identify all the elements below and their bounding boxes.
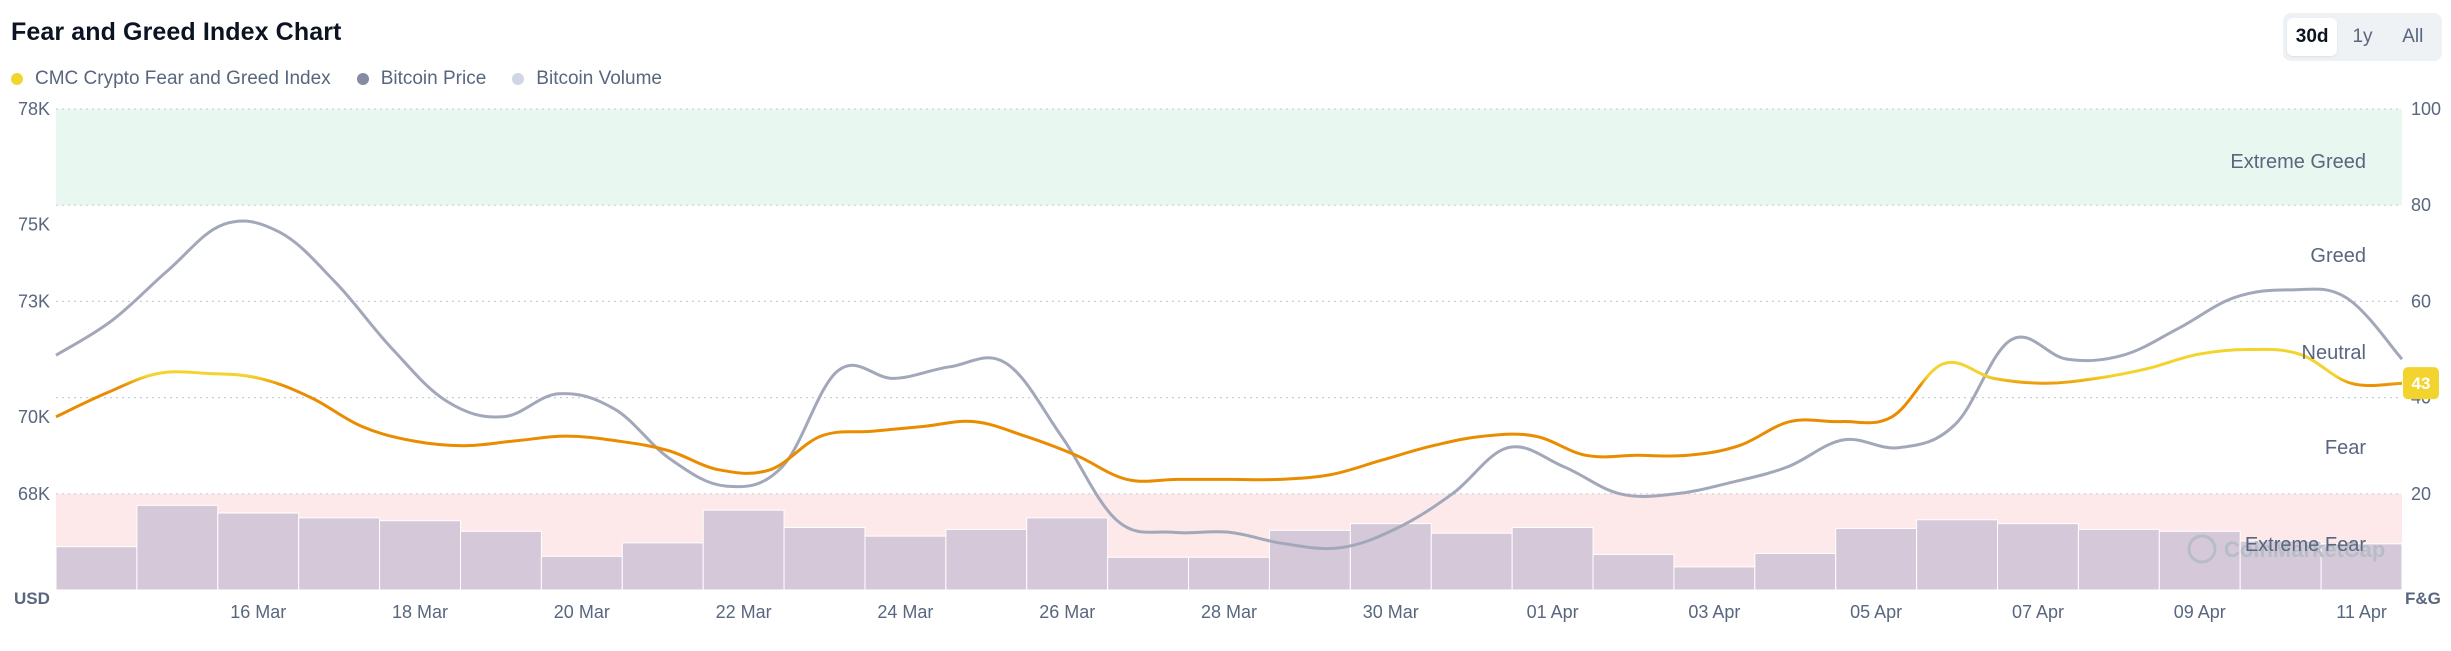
zone-label-extreme-fear: Extreme Fear (2245, 534, 2366, 556)
legend-item-bitcoin-volume[interactable]: Bitcoin Volume (512, 68, 662, 90)
volume-bar (379, 520, 461, 591)
time-range-selector: 30d 1y All (2283, 13, 2442, 61)
legend-dot-bitcoin-price (356, 73, 369, 85)
volume-bar (459, 530, 542, 591)
x-axis-tick: 01 Apr (1527, 602, 1579, 622)
volume-bar (1188, 556, 1270, 591)
current-value-text: 43 (2412, 374, 2431, 393)
volume-bar (783, 526, 866, 591)
volume-bar (864, 535, 947, 591)
fear-greed-line (55, 347, 2403, 483)
volume-bar (1026, 517, 1109, 591)
x-axis-tick: 03 Apr (1688, 602, 1740, 622)
x-axis-tick: 28 Mar (1201, 602, 1257, 622)
watermark-logo-icon (2187, 534, 2217, 564)
x-axis-tick: 07 Apr (2012, 602, 2064, 622)
left-axis-tick: 78K (18, 99, 50, 119)
x-axis-tick: 16 Mar (230, 602, 286, 622)
current-value-badge (2403, 367, 2439, 400)
right-axis-tick: 20 (2411, 484, 2431, 504)
volume-bar (2320, 543, 2403, 591)
volume-bar (1592, 553, 1675, 591)
left-axis-tick: 75K (18, 214, 50, 234)
left-axis-unit: USD (14, 589, 50, 608)
legend-label-bitcoin-price: Bitcoin Price (380, 68, 487, 89)
legend-item-fear-greed[interactable]: CMC Crypto Fear and Greed Index (11, 68, 331, 90)
x-axis-tick: 18 Mar (392, 602, 448, 622)
right-axis-tick: 60 (2411, 291, 2431, 311)
x-axis-tick: 22 Mar (716, 602, 772, 622)
left-axis-tick: 68K (18, 484, 50, 504)
watermark: CoinMarketCap (2187, 534, 2385, 564)
volume-bar (621, 542, 704, 591)
volume-bar (945, 528, 1028, 591)
volume-bar (217, 512, 300, 591)
volume-bar (1268, 529, 1351, 591)
volume-bar (1916, 519, 1999, 591)
volume-bar (1754, 552, 1837, 591)
zone-label-neutral: Neutral (2302, 342, 2366, 364)
x-axis-tick: 26 Mar (1039, 602, 1095, 622)
volume-bar (1835, 527, 1918, 591)
volume-bar (1997, 523, 2079, 591)
left-axis-tick: 73K (18, 291, 50, 311)
legend-item-bitcoin-price[interactable]: Bitcoin Price (356, 68, 487, 90)
volume-bar (1107, 556, 1190, 591)
volume-bar (55, 546, 138, 591)
left-axis-tick: 70K (18, 407, 50, 427)
legend-label-bitcoin-volume: Bitcoin Volume (536, 68, 662, 89)
x-axis-tick: 24 Mar (877, 602, 933, 622)
legend-dot-bitcoin-volume (512, 73, 525, 85)
zone-label-greed: Greed (2310, 245, 2366, 267)
volume-bar (1430, 532, 1513, 591)
right-axis-tick: 80 (2411, 195, 2431, 215)
volume-bar (1511, 526, 1594, 591)
volume-bar (702, 509, 785, 591)
tab-1y[interactable]: 1y (2352, 26, 2373, 47)
tab-all[interactable]: All (2402, 26, 2424, 47)
zone-label-extreme-greed: Extreme Greed (2230, 151, 2366, 173)
volume-bar (298, 517, 381, 591)
volume-bar (1673, 566, 1756, 591)
chart-legend: CMC Crypto Fear and Greed Index Bitcoin … (11, 68, 688, 90)
legend-label-fear-greed: CMC Crypto Fear and Greed Index (35, 68, 331, 89)
zone-band-extreme-greed (56, 109, 2402, 206)
volume-bar (2077, 528, 2160, 591)
legend-dot-fear-greed (11, 73, 23, 85)
zone-label-fear: Fear (2325, 437, 2366, 459)
x-axis-tick: 09 Apr (2174, 602, 2226, 622)
volume-bar (1349, 523, 1432, 591)
right-axis-tick: 100 (2411, 99, 2441, 119)
right-axis-unit: F&G (2405, 589, 2441, 608)
bitcoin-price-line (55, 219, 2404, 551)
volume-bar (540, 555, 623, 591)
x-axis-tick: 05 Apr (1850, 602, 1902, 622)
watermark-text: CoinMarketCap (2224, 537, 2385, 562)
volume-bar (136, 504, 219, 591)
x-axis-tick: 20 Mar (554, 602, 610, 622)
tab-30d[interactable]: 30d (2287, 18, 2338, 56)
x-axis-tick: 11 Apr (2336, 602, 2387, 622)
chart-title: Fear and Greed Index Chart (11, 18, 342, 46)
x-axis-tick: 30 Mar (1363, 602, 1419, 622)
